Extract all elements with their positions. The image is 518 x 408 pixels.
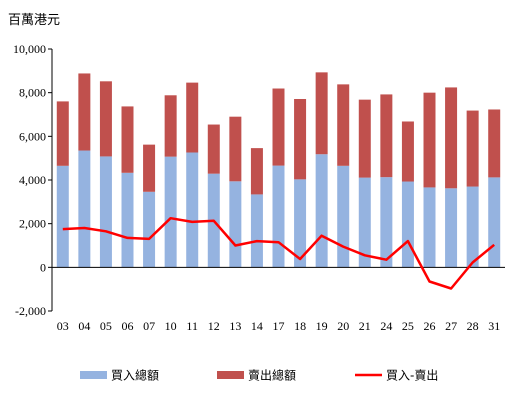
x-axis-tick-label: 13 xyxy=(229,319,241,333)
bar-buy-total xyxy=(121,172,134,268)
x-axis-tick-label: 07 xyxy=(143,319,155,333)
x-axis-tick-label: 25 xyxy=(402,319,414,333)
x-axis-tick-label: 14 xyxy=(251,319,263,333)
bar-buy-total xyxy=(143,191,156,268)
bar-sell-total xyxy=(337,84,350,166)
bar-sell-total xyxy=(99,81,112,157)
x-axis-tick-label: 26 xyxy=(424,319,436,333)
bar-buy-total xyxy=(380,177,393,268)
legend-label: 買入-賣出 xyxy=(386,368,438,383)
legend: 買入總額 賣出總額 買入-賣出 xyxy=(80,368,438,383)
bar-sell-total xyxy=(121,106,134,173)
x-axis-tick-label: 20 xyxy=(337,319,349,333)
x-axis-tick-labels: 03 04 05 06 07 10 11 12 13 14 17 18 19 20 21 24 25 26 27 28… xyxy=(57,319,500,333)
x-axis-tick-label: 12 xyxy=(208,319,220,333)
bar-buy-total xyxy=(445,188,458,268)
bar-sell-total xyxy=(380,94,393,178)
x-axis-tick-label: 19 xyxy=(316,319,328,333)
x-axis-tick-label: 10 xyxy=(165,319,177,333)
y-axis-tick-label: -2,000 xyxy=(15,304,46,318)
bar-sell-total xyxy=(207,124,220,174)
legend-item: 買入-賣出 xyxy=(355,368,438,383)
x-axis-tick-label: 24 xyxy=(380,319,392,333)
bar-sell-total xyxy=(250,148,263,195)
bar-buy-total xyxy=(272,165,285,268)
bar-buy-total xyxy=(99,156,112,268)
bar-sell-total xyxy=(315,72,328,155)
y-axis-tick-label: 0 xyxy=(40,260,46,274)
bar-buy-total xyxy=(466,186,479,268)
bar-sell-total xyxy=(401,121,414,182)
bar-sell-total xyxy=(186,82,199,153)
line-net-buy-sell xyxy=(62,216,495,290)
legend-item: 賣出總額 xyxy=(217,368,296,383)
bar-sell-total xyxy=(56,101,69,166)
bar-sell-total xyxy=(164,95,177,157)
bar-sell-total xyxy=(143,144,156,192)
legend-item: 買入總額 xyxy=(80,368,159,383)
x-axis-tick-label: 11 xyxy=(186,319,198,333)
bar-buy-total xyxy=(488,177,501,268)
bar-buy-total xyxy=(358,177,371,268)
x-axis-tick-label: 05 xyxy=(100,319,112,333)
y-axis-tick-label: 6,000 xyxy=(19,129,46,143)
x-axis-tick-label: 17 xyxy=(273,319,285,333)
y-axis-unit-label: 百萬港元 xyxy=(8,13,60,28)
bar-buy-total xyxy=(78,150,91,268)
legend-swatch xyxy=(80,371,107,379)
legend-label: 賣出總額 xyxy=(248,368,296,383)
bar-sell-total xyxy=(78,73,91,151)
bar-sell-total xyxy=(358,99,371,178)
bar-sell-total xyxy=(423,92,436,188)
bar-buy-total xyxy=(315,154,328,268)
x-axis-tick-label: 04 xyxy=(78,319,90,333)
bar-buy-total xyxy=(229,181,242,268)
y-axis-tick-label: 2,000 xyxy=(19,217,46,231)
x-axis-tick-label: 31 xyxy=(488,319,500,333)
bar-buy-total xyxy=(423,187,436,268)
bar-sell-total xyxy=(229,116,242,182)
bar-sell-total xyxy=(445,87,458,189)
bar-buy-total xyxy=(186,152,199,268)
y-axis-tick-label: 4,000 xyxy=(19,173,46,187)
bar-buy-total xyxy=(337,165,350,268)
bar-sell-total xyxy=(488,109,501,178)
bar-sell-total xyxy=(294,98,307,180)
y-axis-tick-label: 8,000 xyxy=(19,86,46,100)
line-series-group xyxy=(62,216,495,290)
x-axis-tick-label: 21 xyxy=(359,319,371,333)
bar-buy-total xyxy=(250,194,263,268)
bar-sell-total xyxy=(466,110,479,187)
y-axis-tick-label: 10,000 xyxy=(13,42,46,56)
legend-swatch xyxy=(217,371,244,379)
bar-buy-total xyxy=(164,156,177,268)
legend-label: 買入總額 xyxy=(111,368,159,383)
bar-buy-total xyxy=(56,165,69,268)
x-axis-tick-label: 28 xyxy=(467,319,479,333)
bar-buy-total xyxy=(401,181,414,268)
bar-sell-total xyxy=(272,88,285,166)
y-axis: -2,000 0 2,000 4,000 6,000 8,000 10,000 xyxy=(13,42,53,318)
x-axis-tick-label: 27 xyxy=(445,319,457,333)
bar-buy-total xyxy=(294,179,307,268)
x-axis-tick-label: 03 xyxy=(57,319,69,333)
bar-series-group xyxy=(56,72,501,268)
x-axis-tick-label: 18 xyxy=(294,319,306,333)
x-axis-tick-label: 06 xyxy=(122,319,134,333)
